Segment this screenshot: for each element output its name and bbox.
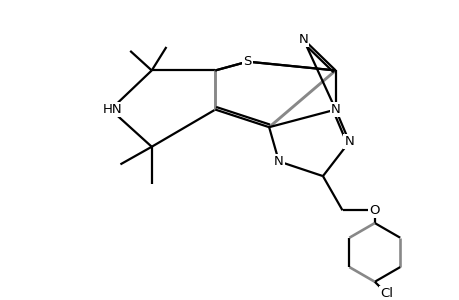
- Text: Cl: Cl: [379, 287, 392, 300]
- Text: N: N: [344, 135, 353, 148]
- Text: HN: HN: [102, 103, 122, 116]
- Text: O: O: [369, 204, 379, 217]
- Text: S: S: [243, 55, 251, 68]
- Text: N: N: [274, 155, 283, 168]
- Text: N: N: [298, 33, 308, 46]
- Text: N: N: [330, 103, 340, 116]
